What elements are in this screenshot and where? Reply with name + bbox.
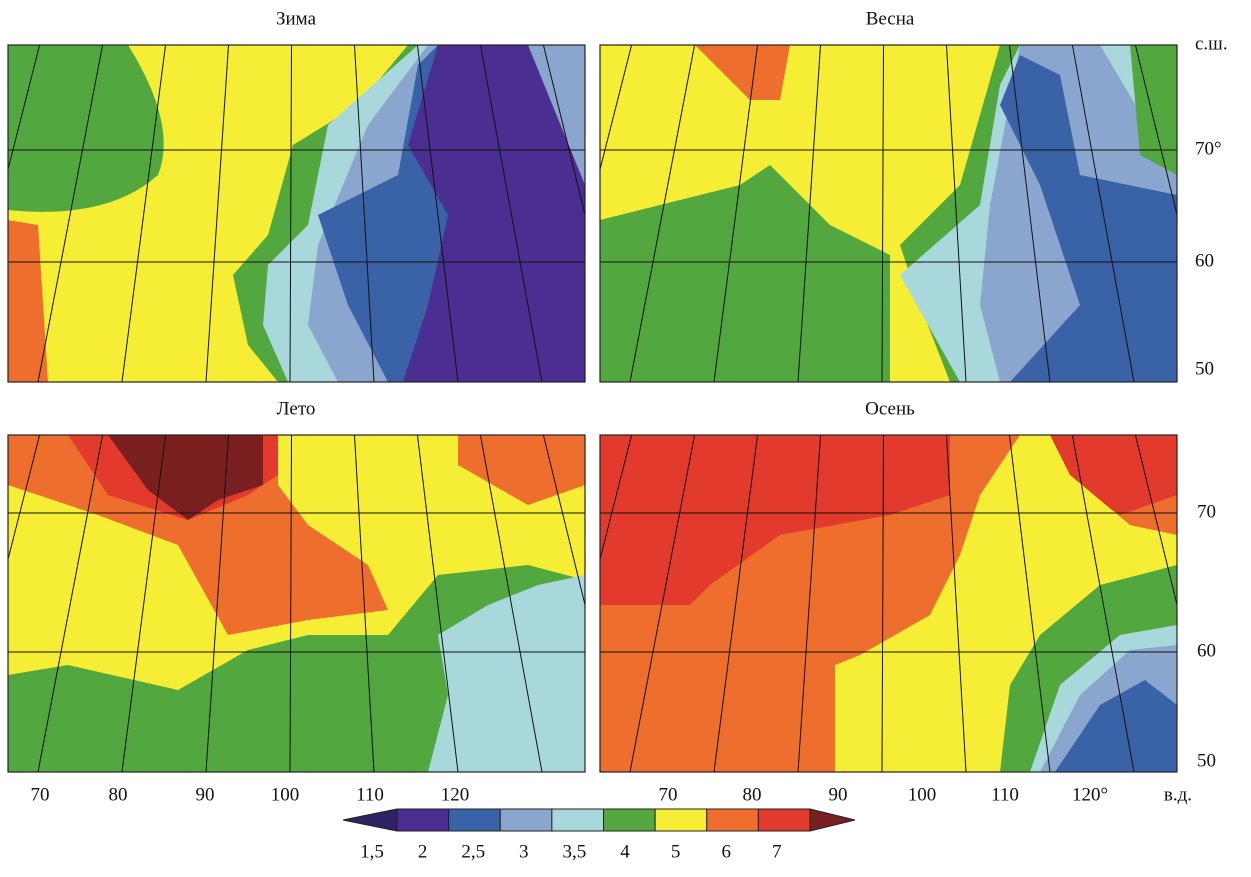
map-panel: [7, 434, 586, 773]
longitude-label: 120°: [1072, 784, 1108, 805]
graticule: [600, 435, 1177, 772]
meridian: [479, 45, 543, 382]
meridian: [205, 435, 230, 772]
meridian: [8, 45, 41, 172]
colorbar-bin: [757, 808, 811, 832]
meridian: [629, 45, 696, 382]
colorbar: 1,5 2 2,5 3 3,5 4 5 6 7: [342, 808, 856, 862]
meridian: [205, 45, 230, 382]
longitude-label: 110: [991, 784, 1019, 805]
longitude-label: в.д.: [1164, 784, 1192, 805]
meridian: [1071, 45, 1135, 382]
latitude-label: 70°: [1195, 138, 1222, 159]
meridian: [797, 45, 822, 382]
latitude-label: 60: [1195, 250, 1214, 271]
longitude-label: 80: [109, 784, 128, 805]
meridian: [37, 45, 104, 382]
meridian: [1008, 435, 1051, 772]
colorbar-label: 5: [671, 841, 681, 862]
latitude-label: 50: [1197, 750, 1216, 771]
meridian: [121, 45, 167, 382]
colorbar-bin: [654, 808, 708, 832]
colorbar-bin: [551, 808, 604, 832]
colorbar-label: 7: [772, 841, 782, 862]
panel-title: Весна: [866, 8, 915, 29]
longitude-label: 110: [356, 784, 384, 805]
meridian: [881, 435, 885, 772]
longitude-label: 100: [271, 784, 300, 805]
meridian: [945, 435, 967, 772]
latitude-label: 60: [1197, 640, 1216, 661]
meridian: [881, 45, 885, 382]
meridian: [542, 45, 585, 217]
meridian: [289, 45, 293, 382]
meridian: [600, 45, 633, 172]
meridian: [289, 435, 293, 772]
meridian: [353, 435, 375, 772]
meridian: [1071, 435, 1135, 772]
meridian: [713, 435, 759, 772]
longitude-label: 90: [196, 784, 215, 805]
meridian: [713, 45, 759, 382]
meridian: [797, 435, 822, 772]
colorbar-label: 6: [721, 841, 731, 862]
meridian: [8, 435, 41, 562]
graticule: [8, 45, 585, 382]
colorbar-bin: [396, 808, 450, 832]
panel-title: Зима: [276, 8, 317, 29]
longitude-label: 90: [829, 784, 848, 805]
meridian: [416, 435, 459, 772]
map-panel: [7, 44, 586, 383]
colorbar-bin: [603, 808, 656, 832]
longitude-label: 70: [659, 784, 678, 805]
latitude-label: 50: [1195, 358, 1214, 379]
colorbar-bin: [448, 808, 501, 832]
meridian: [416, 45, 459, 382]
colorbar-label: 1,5: [360, 841, 384, 862]
graticule: [600, 45, 1177, 382]
colorbar-label: 4: [620, 841, 630, 862]
meridian: [629, 435, 696, 772]
meridian: [37, 435, 104, 772]
latitude-label: 70: [1197, 501, 1216, 522]
longitude-label: 100: [908, 784, 937, 805]
colorbar-label: 2: [418, 841, 428, 862]
meridian: [1134, 435, 1177, 607]
panel-title: Лето: [277, 398, 316, 419]
labels: с.ш. 70° 60 50 70 60 50 70 80 90 100 110 120 70 80 90 10…: [31, 33, 1228, 805]
meridian: [1008, 45, 1051, 382]
meridian: [479, 435, 543, 772]
latitude-label: с.ш.: [1195, 33, 1228, 54]
colorbar-label: 2,5: [461, 841, 485, 862]
meridian: [945, 45, 967, 382]
graticule: [8, 435, 585, 772]
map-panel: [599, 44, 1178, 383]
colorbar-bin: [706, 808, 759, 832]
meridian: [353, 45, 375, 382]
longitude-label: 120: [441, 784, 470, 805]
meridian: [542, 435, 585, 607]
longitude-label: 70: [31, 784, 50, 805]
meridian: [121, 435, 167, 772]
colorbar-extend: [809, 808, 856, 832]
meridian: [600, 435, 633, 562]
map-panel: [599, 434, 1178, 773]
meridian: [1134, 45, 1177, 217]
longitude-label: 80: [743, 784, 762, 805]
colorbar-label: 3,5: [563, 841, 587, 862]
panel-title: Осень: [865, 398, 915, 419]
colorbar-extend: [342, 808, 398, 832]
colorbar-label: 3: [519, 841, 529, 862]
colorbar-bin: [499, 808, 553, 832]
